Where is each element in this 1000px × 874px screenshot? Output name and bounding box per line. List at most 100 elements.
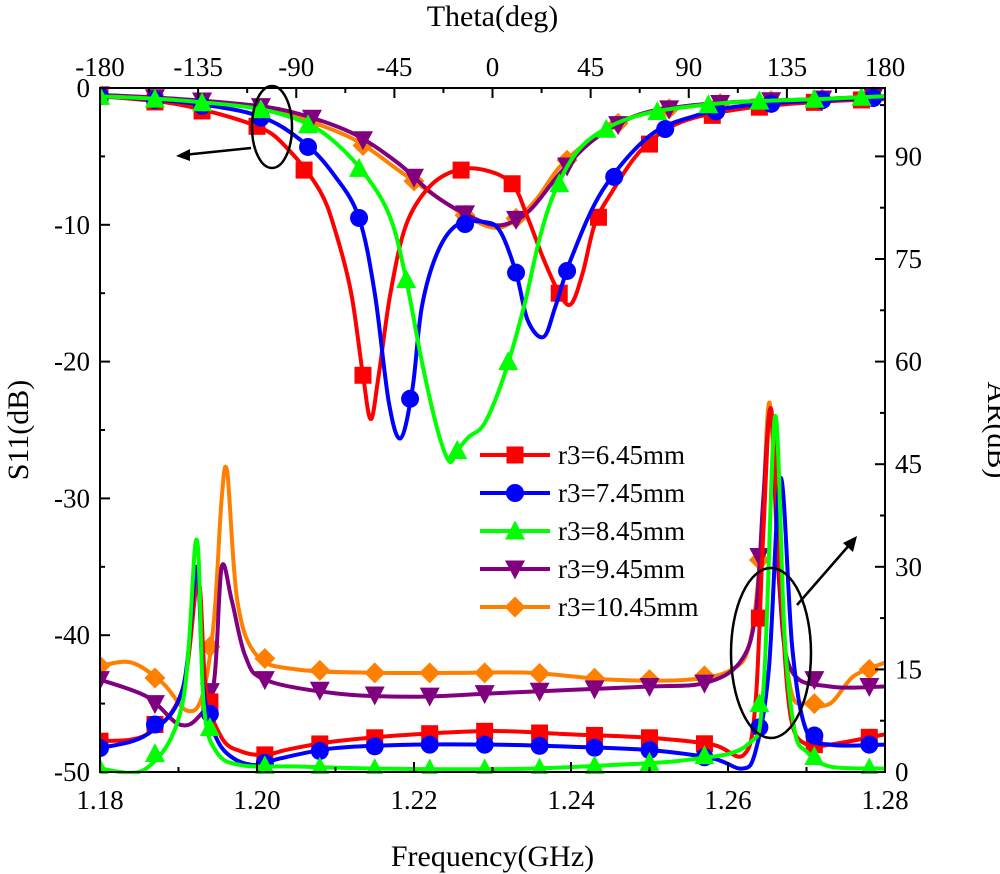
left-tick-label: 0 — [77, 73, 91, 103]
s11-point — [452, 161, 470, 179]
s11-point — [456, 215, 475, 234]
ar-point — [859, 678, 880, 697]
s11-point — [354, 366, 372, 384]
ar-point — [310, 741, 329, 760]
s11-point — [549, 173, 570, 193]
s11-point — [596, 118, 617, 138]
s11-point — [455, 205, 476, 225]
ar-point — [749, 548, 770, 568]
ar-point — [639, 751, 660, 771]
s11-point — [295, 161, 313, 179]
ar-arrow-head — [843, 536, 857, 552]
ar-point — [585, 738, 604, 757]
s11-line — [100, 94, 885, 441]
s11-line — [100, 94, 885, 465]
s11-point — [144, 88, 165, 108]
top-tick-label: 45 — [577, 52, 604, 82]
ar-point — [474, 662, 496, 684]
s11-point — [589, 208, 607, 226]
left-tick-label: -10 — [54, 210, 90, 240]
series-r3=8.45mm — [100, 85, 885, 774]
top-axis-title: Theta(deg) — [427, 0, 559, 33]
s11-line — [100, 94, 885, 230]
s11-arrow-annotation — [182, 146, 252, 157]
top-tick-label: 135 — [767, 52, 808, 82]
ar-point — [476, 722, 494, 740]
ar-point — [584, 680, 605, 700]
left-tick-label: -50 — [54, 757, 90, 787]
ar-point — [364, 662, 386, 684]
s11-point — [350, 208, 369, 227]
legend-item: r3=8.45mm — [480, 516, 685, 546]
ar-point — [309, 681, 330, 701]
ar-point — [475, 735, 494, 754]
ar-point — [100, 758, 109, 774]
top-tick-label: -135 — [173, 52, 223, 82]
ar-point — [804, 745, 825, 765]
ar-arrow-annotation — [796, 542, 852, 606]
left-tick-label: -40 — [54, 620, 90, 650]
ar-point — [419, 662, 441, 684]
ar-point — [531, 757, 549, 774]
right-tick-label: 60 — [895, 347, 922, 377]
legend-item: r3=6.45mm — [480, 440, 685, 470]
s11-arrow-head — [176, 149, 190, 161]
ar-point — [805, 726, 824, 745]
ar-point — [199, 717, 220, 737]
legend-label: r3=8.45mm — [558, 516, 685, 546]
s11-point — [404, 168, 424, 188]
right-tick-label: 30 — [895, 552, 922, 582]
legend-marker — [506, 484, 524, 502]
s11-point — [647, 100, 668, 120]
top-tick-label: -180 — [75, 52, 125, 82]
ar-point — [529, 663, 551, 685]
ar-point — [310, 756, 329, 774]
ar-point — [421, 758, 438, 774]
s11-point — [498, 351, 519, 371]
legend: r3=6.45mm r3=7.45mm r3=8.45mm r3=9.45mm r3=1… — [480, 440, 698, 622]
bottom-tick-label: 1.24 — [547, 785, 595, 815]
legend-label: r3=6.45mm — [558, 440, 685, 470]
s11-point — [656, 120, 675, 139]
ar-point — [531, 724, 549, 742]
bottom-tick-label: 1.26 — [704, 785, 751, 815]
legend-item: r3=10.45mm — [480, 592, 698, 622]
s11-point — [396, 269, 417, 289]
right-tick-label: 75 — [895, 244, 922, 274]
legend-label: r3=9.45mm — [558, 554, 685, 584]
s11-point — [804, 88, 825, 108]
ar-point — [364, 686, 385, 706]
s11-point — [506, 210, 527, 230]
plot-content — [100, 85, 885, 774]
ar-point — [474, 685, 495, 705]
ar-point — [419, 687, 440, 707]
legend-label: r3=10.45mm — [558, 592, 698, 622]
left-axis-title: S11(dB) — [2, 380, 35, 481]
ar-point — [860, 735, 879, 754]
annotations — [176, 84, 857, 740]
ar-point — [695, 735, 713, 753]
s11-point — [298, 114, 319, 134]
legend-item: r3=9.45mm — [480, 554, 685, 584]
ar-point — [749, 693, 770, 713]
s11-point — [558, 261, 577, 280]
bottom-tick-label: 1.20 — [233, 785, 280, 815]
ar-point — [639, 678, 660, 697]
ar-point — [860, 757, 878, 774]
ar-ellipse-annotation — [729, 566, 813, 740]
bottom-axis-title: Frequency(GHz) — [391, 840, 594, 873]
ar-point — [641, 729, 658, 747]
bottom-tick-label: 1.28 — [861, 785, 908, 815]
right-tick-label: 15 — [895, 654, 922, 684]
top-tick-label: -45 — [376, 52, 412, 82]
ar-point — [144, 667, 166, 689]
ar-point — [750, 609, 768, 627]
left-tick-label: -20 — [54, 347, 90, 377]
ar-point — [100, 671, 110, 691]
ar-point — [100, 739, 109, 758]
top-tick-label: -90 — [278, 52, 314, 82]
s11-point — [503, 175, 521, 193]
s11-point — [299, 137, 318, 156]
ar-point — [858, 658, 880, 680]
